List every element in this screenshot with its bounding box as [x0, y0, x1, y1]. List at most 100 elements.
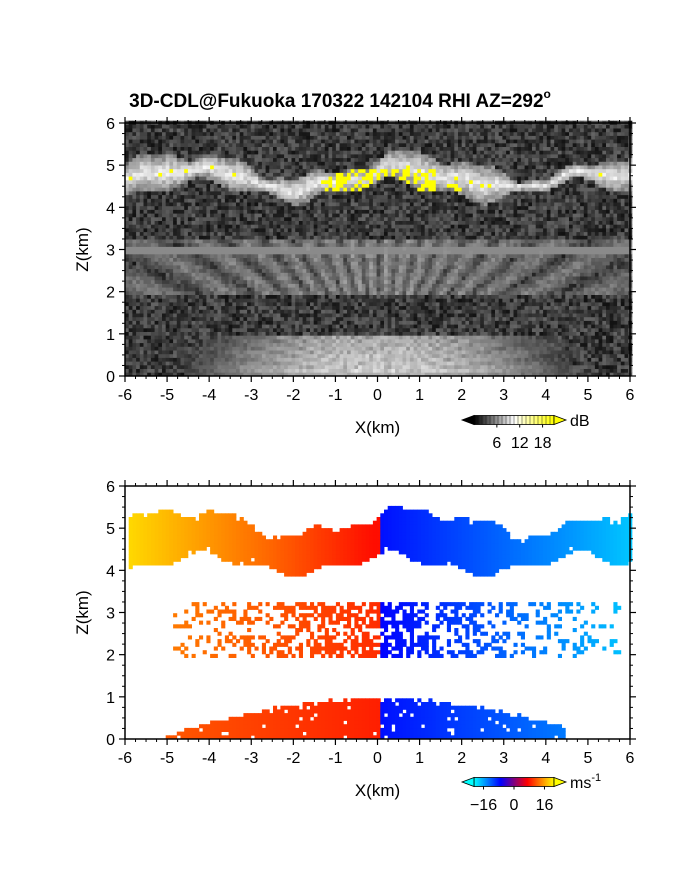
heatmap-cell [328, 157, 333, 162]
heatmap-cell [376, 361, 381, 366]
heatmap-cell [287, 131, 292, 136]
heatmap-cell [313, 150, 318, 155]
heatmap-cell [273, 157, 278, 162]
heatmap-cell [206, 165, 211, 170]
heatmap-cell [376, 272, 381, 277]
heatmap-cell [339, 205, 344, 210]
heatmap-cell [310, 176, 315, 181]
heatmap-cell [258, 176, 263, 181]
heatmap-cell [158, 168, 163, 173]
heatmap-cell [391, 339, 396, 344]
heatmap-cell [350, 176, 355, 181]
heatmap-cell [310, 316, 315, 321]
heatmap-cell [143, 231, 148, 236]
heatmap-cell [324, 265, 329, 270]
heatmap-cell [350, 261, 355, 266]
heatmap-cell [369, 124, 374, 129]
heatmap-cell [221, 150, 226, 155]
heatmap-cell [361, 179, 366, 184]
heatmap-cell [291, 320, 296, 325]
heatmap-cell [224, 320, 229, 325]
heatmap-cell [232, 228, 237, 233]
heatmap-cell [147, 187, 152, 192]
heatmap-cell [332, 209, 337, 214]
heatmap-cell [265, 246, 270, 251]
heatmap-cell [358, 209, 363, 214]
heatmap-cell [173, 216, 178, 221]
heatmap-cell [128, 168, 133, 173]
heatmap-cell [191, 327, 196, 332]
heatmap-cell [372, 335, 377, 340]
heatmap-cell [217, 309, 222, 314]
heatmap-cell [191, 302, 196, 307]
heatmap-cell [184, 346, 189, 351]
heatmap-cell [187, 165, 192, 170]
heatmap-cell [350, 361, 355, 366]
heatmap-cell [187, 250, 192, 255]
heatmap-cell [313, 124, 318, 129]
heatmap-cell [176, 146, 181, 151]
heatmap-cell [147, 231, 152, 236]
heatmap-cell [147, 209, 152, 214]
heatmap-cell [384, 242, 389, 247]
heatmap-cell [150, 142, 155, 147]
heatmap-cell [261, 205, 266, 210]
heatmap-cell [187, 305, 192, 310]
heatmap-cell [284, 320, 289, 325]
heatmap-cell [224, 357, 229, 362]
heatmap-cell [213, 168, 218, 173]
heatmap-cell [202, 261, 207, 266]
heatmap-cell [384, 183, 389, 188]
heatmap-cell [184, 294, 189, 299]
heatmap-cell [347, 250, 352, 255]
heatmap-cell [165, 239, 170, 244]
heatmap-cell [169, 368, 174, 373]
heatmap-cell [217, 224, 222, 229]
heatmap-cell [176, 342, 181, 347]
heatmap-cell [176, 220, 181, 225]
heatmap-cell [306, 176, 311, 181]
heatmap-cell [280, 339, 285, 344]
heatmap-cell [324, 139, 329, 144]
heatmap-cell [269, 198, 274, 203]
heatmap-cell [150, 250, 155, 255]
heatmap-cell [221, 187, 226, 192]
heatmap-cell [206, 161, 211, 166]
heatmap-cell [298, 187, 303, 192]
heatmap-cell [247, 316, 252, 321]
heatmap-cell [158, 150, 163, 155]
heatmap-cell [187, 253, 192, 258]
heatmap-cell [354, 331, 359, 336]
heatmap-cell [136, 276, 141, 281]
heatmap-cell [243, 231, 248, 236]
heatmap-cell [199, 142, 204, 147]
heatmap-cell [365, 135, 370, 140]
heatmap-cell [199, 205, 204, 210]
heatmap-cell [143, 324, 148, 329]
heatmap-cell [321, 135, 326, 140]
heatmap-cell [376, 305, 381, 310]
heatmap-cell [191, 305, 196, 310]
heatmap-cell [217, 131, 222, 136]
heatmap-cell [232, 357, 237, 362]
heatmap-cell [176, 198, 181, 203]
heatmap-cell [224, 150, 229, 155]
heatmap-cell [210, 313, 215, 318]
heatmap-cell [380, 176, 385, 181]
heatmap-cell [125, 298, 130, 303]
heatmap-cell [206, 313, 211, 318]
heatmap-cell [284, 161, 289, 166]
heatmap-cell [184, 150, 189, 155]
heatmap-cell [143, 327, 148, 332]
heatmap-cell [347, 165, 352, 170]
heatmap-cell [173, 309, 178, 314]
heatmap-cell [347, 161, 352, 166]
heatmap-cell [202, 364, 207, 369]
heatmap-cell [239, 350, 244, 355]
heatmap-cell [384, 253, 389, 258]
heatmap-cell [328, 361, 333, 366]
heatmap-cell [269, 142, 274, 147]
heatmap-cell [243, 142, 248, 147]
heatmap-cell [176, 191, 181, 196]
heatmap-cell [221, 209, 226, 214]
